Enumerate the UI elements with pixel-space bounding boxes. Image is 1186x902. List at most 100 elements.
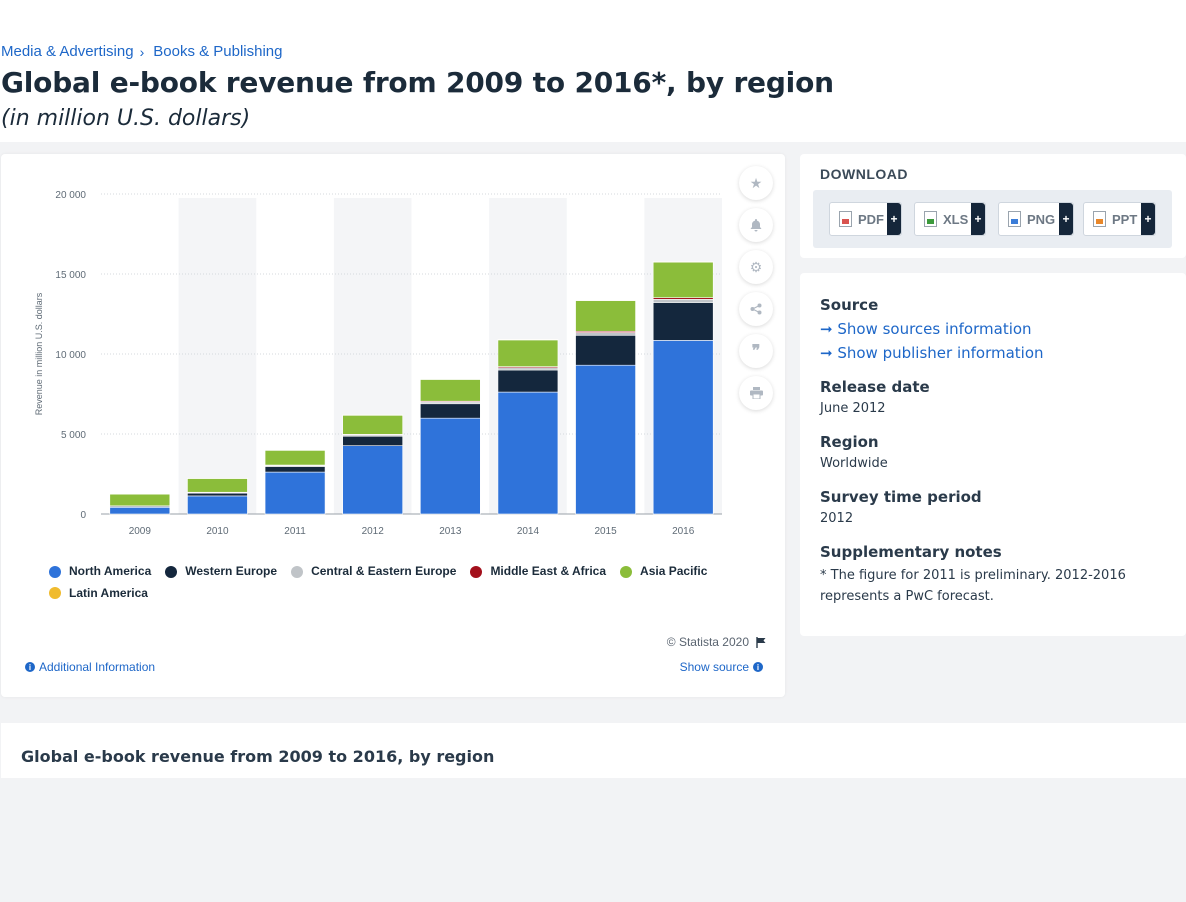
arrow-right-icon: ➞: [820, 320, 838, 338]
stacked-bar-chart: 0 5 000 10 000 15 000 20 000 Revenue in milli…: [34, 190, 722, 537]
x-tick-label: 2011: [284, 526, 306, 537]
bar-segment: [652, 302, 714, 341]
legend-label: Western Europe: [185, 564, 278, 578]
print-button[interactable]: [739, 376, 773, 410]
bar-segment: [497, 339, 559, 367]
release-date-heading: Release date: [820, 378, 930, 396]
x-tick-label: 2016: [672, 526, 695, 537]
x-tick-label: 2014: [517, 526, 540, 537]
chart-legend: North America Western Europe Central & Eas…: [49, 562, 749, 605]
bar-segment: [420, 379, 481, 402]
chart-toolbar: ★ ⚙ ❞: [739, 166, 773, 418]
breadcrumb-media-advertising[interactable]: Media & Advertising: [1, 43, 134, 60]
plus-icon: +: [887, 203, 901, 235]
bar-segment: [420, 417, 481, 515]
notification-button[interactable]: [739, 208, 773, 242]
related-statistic-card: Global e-book revenue from 2009 to 2016,…: [1, 723, 1186, 778]
cite-button[interactable]: ❞: [739, 334, 773, 368]
bar-segment: [187, 478, 248, 493]
copyright-notice: © Statista 2020: [667, 635, 767, 649]
legend-label: North America: [69, 564, 152, 578]
legend-item[interactable]: Middle East & Africa: [470, 562, 606, 581]
download-png-button[interactable]: PNG +: [998, 202, 1074, 236]
header-band: Media & Advertising › Books & Publishing…: [0, 0, 1186, 142]
legend-label: Central & Eastern Europe: [311, 564, 457, 578]
pdf-file-icon: [839, 211, 852, 227]
legend-marker: [620, 565, 633, 578]
bar-segment: [187, 495, 248, 515]
band-background: [178, 198, 257, 514]
page-title: Global e-book revenue from 2009 to 2016*…: [1, 66, 834, 99]
arrow-right-icon: ➞: [820, 344, 838, 362]
bar-segment: [264, 450, 326, 466]
download-xls-label: XLS: [943, 211, 969, 227]
bar-segment: [342, 435, 403, 446]
bar-segment: [264, 471, 326, 515]
show-sources-link[interactable]: ➞ Show sources information: [820, 320, 1032, 338]
additional-information-link[interactable]: i Additional Information: [21, 660, 155, 674]
settings-button[interactable]: ⚙: [739, 250, 773, 284]
print-icon: [749, 387, 763, 399]
x-tick-label: 2012: [362, 526, 385, 537]
download-panel: DOWNLOAD PDF + XLS + PNG + PPT +: [800, 154, 1186, 258]
bar-segment: [264, 466, 326, 473]
region-value: Worldwide: [820, 456, 888, 471]
legend-item[interactable]: Asia Pacific: [620, 562, 707, 581]
related-statistic-title[interactable]: Global e-book revenue from 2009 to 2016,…: [21, 747, 495, 766]
x-tick-label: 2013: [439, 526, 462, 537]
plus-icon: +: [971, 203, 985, 235]
download-xls-button[interactable]: XLS +: [914, 202, 986, 236]
y-tick-label: 20 000: [55, 190, 86, 201]
region-heading: Region: [820, 433, 879, 451]
breadcrumb: Media & Advertising › Books & Publishing: [1, 43, 283, 60]
png-file-icon: [1008, 211, 1021, 227]
download-pdf-button[interactable]: PDF +: [829, 202, 902, 236]
info-icon: i: [753, 662, 763, 672]
bar-segment: [109, 493, 171, 507]
breadcrumb-separator: ›: [139, 43, 145, 60]
bar-segment: [575, 332, 636, 336]
survey-period-heading: Survey time period: [820, 488, 982, 506]
bar-segment: [652, 261, 714, 298]
bar-segment: [420, 403, 481, 419]
download-png-label: PNG: [1027, 211, 1056, 227]
y-tick-label: 5 000: [61, 430, 86, 441]
show-publisher-link[interactable]: ➞ Show publisher information: [820, 344, 1044, 362]
bar-segment: [575, 334, 636, 366]
legend-item[interactable]: North America: [49, 562, 151, 581]
favorite-button[interactable]: ★: [739, 166, 773, 200]
survey-period-value: 2012: [820, 511, 854, 526]
bar-segment: [575, 300, 636, 332]
plus-icon: +: [1141, 203, 1155, 235]
xls-file-icon: [924, 211, 937, 227]
legend-marker: [291, 565, 304, 578]
legend-marker: [49, 587, 61, 599]
share-icon: [750, 303, 762, 315]
bar-segment: [497, 367, 559, 371]
legend-item[interactable]: Central & Eastern Europe: [291, 562, 456, 581]
legend-item[interactable]: Western Europe: [165, 562, 277, 581]
bar-segment: [652, 340, 714, 515]
download-title: DOWNLOAD: [820, 166, 908, 182]
download-ppt-button[interactable]: PPT +: [1083, 202, 1156, 236]
y-tick-label: 15 000: [55, 270, 86, 281]
source-heading: Source: [820, 296, 879, 314]
legend-marker: [165, 565, 178, 578]
chart-card: 0 5 000 10 000 15 000 20 000 Revenue in milli…: [1, 154, 785, 697]
breadcrumb-books-publishing[interactable]: Books & Publishing: [153, 43, 283, 60]
plus-icon: +: [1059, 203, 1073, 235]
legend-item[interactable]: Latin America: [49, 584, 148, 603]
supplementary-notes-value: * The figure for 2011 is preliminary. 20…: [820, 568, 1126, 604]
x-tick-label: 2010: [206, 526, 229, 537]
legend-label: Asia Pacific: [640, 564, 708, 578]
share-button[interactable]: [739, 292, 773, 326]
bar-segment: [342, 445, 403, 515]
flag-icon[interactable]: [756, 636, 767, 648]
download-ppt-label: PPT: [1112, 211, 1138, 227]
bar-segment: [575, 364, 636, 515]
show-sources-label: Show sources information: [837, 320, 1032, 338]
bar-segment: [497, 391, 559, 515]
show-source-link[interactable]: Show source i: [680, 660, 767, 674]
bar-segment: [652, 298, 714, 303]
bar-segment: [109, 506, 171, 515]
